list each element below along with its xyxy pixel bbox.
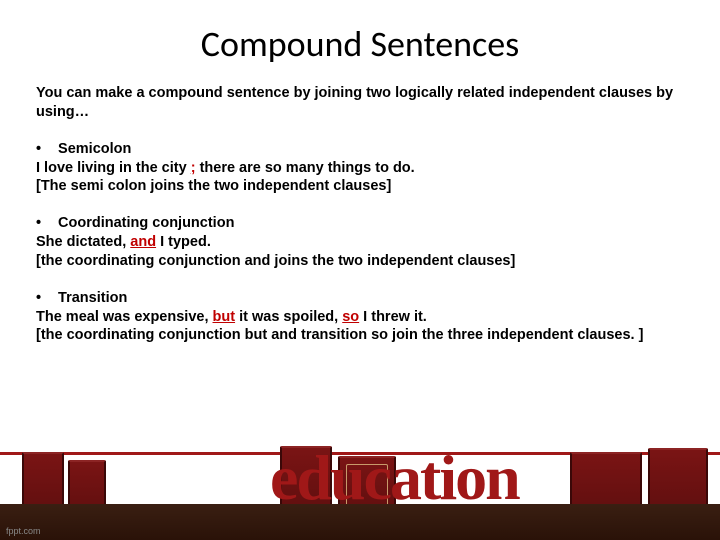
bullet-heading: • Transition <box>36 289 684 308</box>
page-title: Compound Sentences <box>0 0 720 66</box>
section-semicolon: • Semicolon I love living in the city ; … <box>36 140 684 197</box>
section-transition: • Transition The meal was expensive, but… <box>36 289 684 346</box>
bullet-icon: • <box>36 289 54 308</box>
highlight-and: and <box>130 234 156 250</box>
bullet-icon: • <box>36 214 54 233</box>
slide: Compound Sentences You can make a compou… <box>0 0 720 540</box>
example-line: She dictated, and I typed. <box>36 233 684 252</box>
heading-text: Transition <box>58 290 127 306</box>
intro-text: You can make a compound sentence by join… <box>36 84 684 122</box>
example-post: there are so many things to do. <box>196 160 415 176</box>
slide-content: You can make a compound sentence by join… <box>0 66 720 345</box>
example-mid: it was spoiled, <box>235 309 342 325</box>
highlight-so: so <box>342 309 359 325</box>
bullet-icon: • <box>36 140 54 159</box>
bullet-heading: • Semicolon <box>36 140 684 159</box>
note-line: [the coordinating conjunction but and tr… <box>36 326 684 345</box>
heading-text: Coordinating conjunction <box>58 215 234 231</box>
example-post: I typed. <box>156 234 211 250</box>
highlight-but: but <box>213 309 236 325</box>
example-line: The meal was expensive, but it was spoil… <box>36 308 684 327</box>
example-pre: She dictated, <box>36 234 130 250</box>
heading-text: Semicolon <box>58 141 131 157</box>
education-word: education <box>270 446 519 510</box>
example-post: I threw it. <box>359 309 427 325</box>
note-line: [The semi colon joins the two independen… <box>36 177 684 196</box>
example-pre: I love living in the city <box>36 160 191 176</box>
shelf-strip <box>0 504 720 540</box>
watermark-text: fppt.com <box>6 526 41 536</box>
note-line: [the coordinating conjunction and joins … <box>36 252 684 271</box>
footer-band: education fppt.com <box>0 452 720 540</box>
example-line: I love living in the city ; there are so… <box>36 159 684 178</box>
bullet-heading: • Coordinating conjunction <box>36 214 684 233</box>
example-pre: The meal was expensive, <box>36 309 213 325</box>
section-coordinating: • Coordinating conjunction She dictated,… <box>36 214 684 271</box>
